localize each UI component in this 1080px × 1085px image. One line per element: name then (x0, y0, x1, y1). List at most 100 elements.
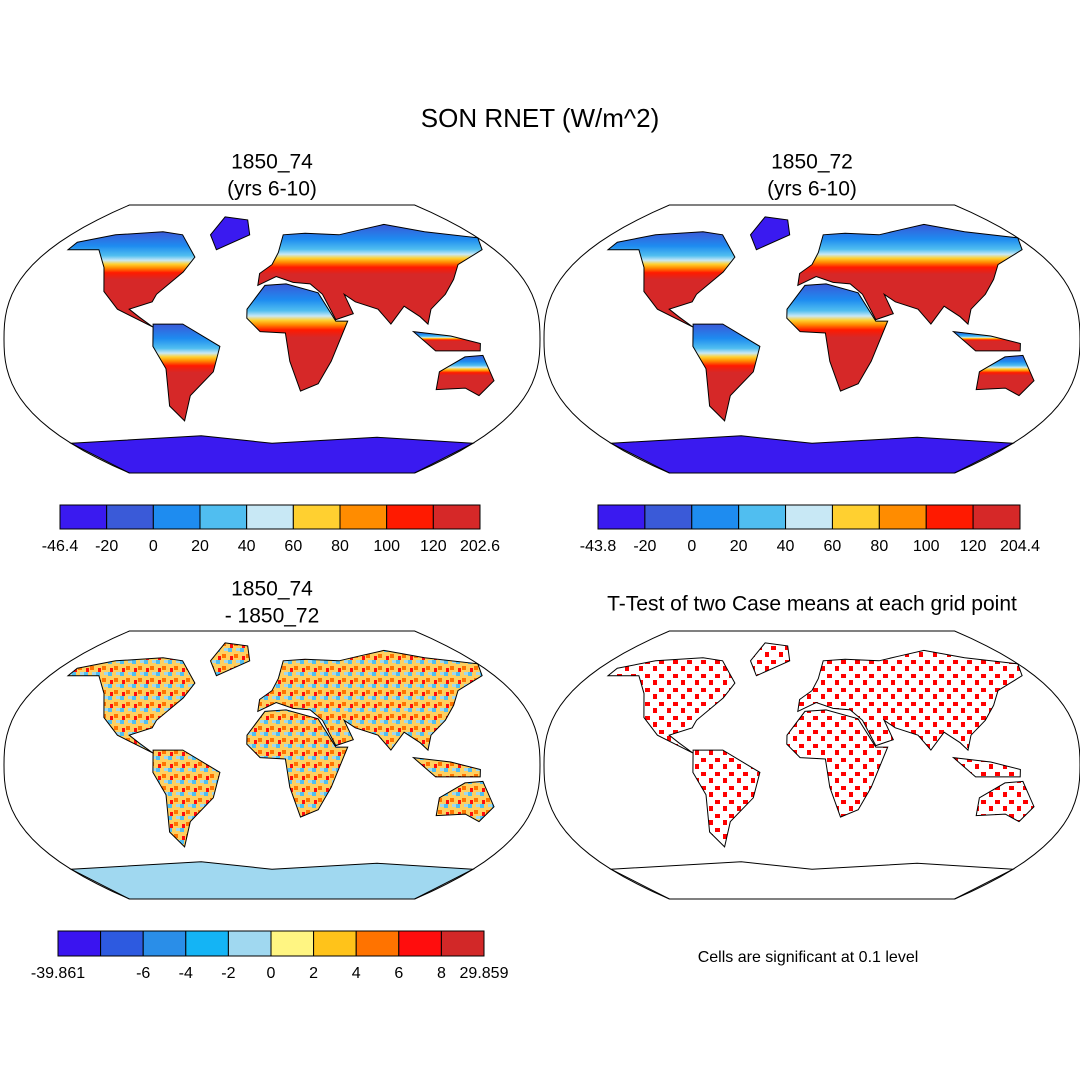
continent (951, 756, 1021, 778)
panel-title: 1850_74 (231, 151, 313, 174)
continent (692, 749, 761, 848)
colorbar-label: 0 (687, 538, 696, 555)
continent (975, 780, 1035, 823)
continent (257, 649, 483, 752)
colorbar-box (106, 504, 154, 530)
colorbar-box (185, 930, 229, 957)
colorbar-box (440, 930, 485, 957)
colorbar-box (152, 504, 201, 530)
colorbar-box (691, 504, 740, 530)
continent (606, 231, 736, 328)
colorbar-label: -2 (221, 965, 235, 982)
continent (951, 330, 1021, 352)
continent (797, 649, 1023, 752)
colorbar-label: 0 (267, 965, 276, 982)
colorbar-box (878, 504, 927, 530)
colorbar-box (100, 930, 144, 957)
colorbar-box (831, 504, 880, 530)
colorbar-label: 202.6 (460, 538, 500, 555)
map-border (3, 630, 541, 900)
continent (606, 657, 736, 754)
continent (749, 216, 791, 251)
colorbar-label: 204.4 (1000, 538, 1040, 555)
continent (152, 749, 221, 848)
colorbar-label: 100 (373, 538, 400, 555)
map-border (543, 630, 1080, 900)
colorbar-box (644, 504, 693, 530)
colorbar-label: -4 (179, 965, 193, 982)
colorbar-box (398, 930, 442, 957)
continent (435, 780, 495, 823)
continent (411, 330, 481, 352)
colorbar-box (925, 504, 974, 530)
colorbar-box (597, 504, 646, 530)
colorbar-label: 100 (913, 538, 940, 555)
maps: 1850_74(yrs 6-10)-46.4 -20 0 20 40 60 80 100 120… (3, 151, 1080, 982)
continent (749, 642, 791, 677)
continent (66, 657, 196, 754)
continent (975, 354, 1035, 397)
colorbar-label: 8 (437, 965, 446, 982)
panel-title: (yrs 6-10) (767, 178, 857, 201)
continent (209, 216, 251, 251)
figure-title: SON RNET (W/m^2) (421, 103, 660, 133)
colorbar-label: 6 (394, 965, 403, 982)
colorbar-label: 120 (420, 538, 447, 555)
continent (435, 354, 495, 397)
continent (257, 223, 483, 326)
colorbar-label: -20 (95, 538, 118, 555)
colorbar-box (246, 504, 294, 530)
panel-title: 1850_72 (771, 151, 853, 174)
panel-title: 1850_74 (231, 578, 313, 601)
continent (66, 231, 196, 328)
continent (411, 756, 481, 778)
colorbar-box (313, 930, 357, 957)
colorbar-label: -46.4 (42, 538, 79, 555)
colorbar-label: 40 (777, 538, 795, 555)
colorbar-label: 60 (824, 538, 842, 555)
colorbar-box (432, 504, 481, 530)
map-border (3, 204, 541, 474)
colorbar-box (270, 930, 315, 957)
colorbar-label: 40 (238, 538, 256, 555)
colorbar-label: -20 (633, 538, 656, 555)
continent (786, 283, 889, 392)
colorbar-label: 0 (149, 538, 158, 555)
continent (786, 709, 889, 818)
colorbar-label: 80 (331, 538, 349, 555)
note: Cells are significant at 0.1 level (698, 949, 919, 966)
continent (797, 223, 1023, 326)
colorbar-label: -43.8 (580, 538, 617, 555)
colorbar-box (59, 504, 108, 530)
panel-title: T-Test of two Case means at each grid po… (607, 593, 1017, 616)
map-border (543, 204, 1080, 474)
continent (692, 323, 761, 422)
colorbar-label: 29.859 (460, 965, 509, 982)
colorbar-box (355, 930, 400, 957)
panel-title: (yrs 6-10) (227, 178, 317, 201)
colorbar-box (386, 504, 434, 530)
colorbar-box (199, 504, 248, 530)
colorbar-label: 20 (730, 538, 748, 555)
colorbar-box (227, 930, 272, 957)
colorbar-box (339, 504, 388, 530)
colorbar-label: 2 (309, 965, 318, 982)
colorbar-label: 20 (191, 538, 209, 555)
continent (209, 642, 251, 677)
colorbar-label: -6 (136, 965, 150, 982)
colorbar-box (292, 504, 341, 530)
colorbar-label: 120 (960, 538, 987, 555)
colorbar-box (142, 930, 187, 957)
colorbar-box (738, 504, 787, 530)
continent (246, 709, 349, 818)
colorbar-box (785, 504, 833, 530)
colorbar-label: 4 (352, 965, 361, 982)
continent (152, 323, 221, 422)
continent (246, 283, 349, 392)
colorbar-box (972, 504, 1021, 530)
colorbar-label: 80 (870, 538, 888, 555)
colorbar-box (57, 930, 102, 957)
colorbar-label: 60 (284, 538, 302, 555)
panel-title: - 1850_72 (225, 605, 320, 628)
